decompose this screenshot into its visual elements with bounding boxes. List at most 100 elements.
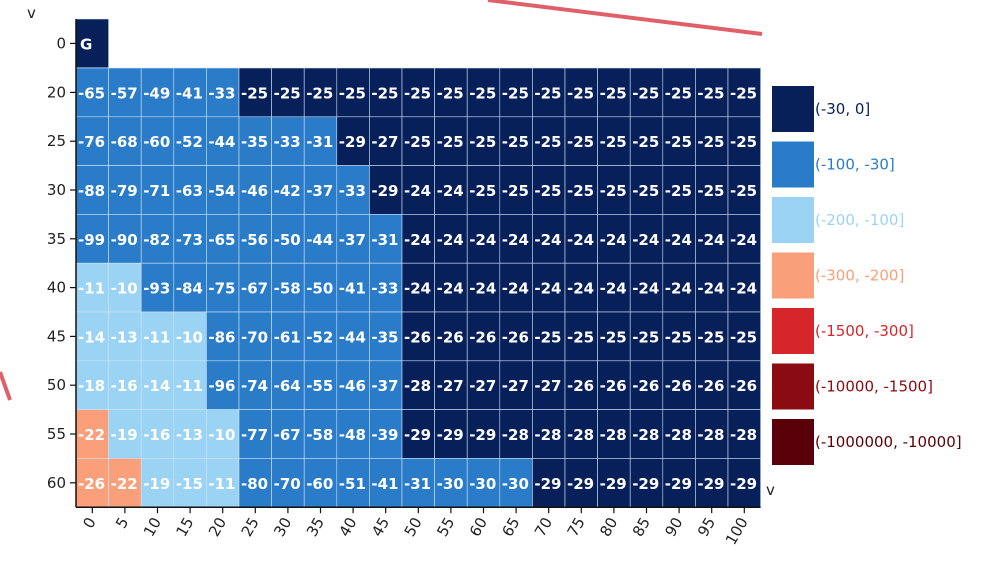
cell-label: -25	[404, 133, 431, 151]
cell-label: -27	[469, 377, 496, 395]
cell-label: -25	[371, 84, 398, 102]
heatmap-cell	[401, 214, 435, 264]
cell-label: -30	[502, 475, 529, 493]
cell-label: -24	[404, 231, 431, 249]
cell-label: -11	[143, 328, 170, 346]
heatmap-cell	[434, 409, 468, 459]
cell-label: -28	[600, 426, 627, 444]
cell-label: -25	[534, 133, 561, 151]
cell-label: -44	[208, 133, 235, 151]
heatmap-cell	[564, 311, 598, 362]
cell-label: -10	[111, 280, 138, 298]
legend-swatch	[772, 419, 814, 465]
heatmap-cell	[695, 311, 729, 362]
cell-label: -29	[371, 182, 398, 200]
x-tick-label: 0	[79, 514, 99, 531]
y-tick-label: 40	[47, 279, 66, 297]
heatmap-cell	[466, 409, 501, 459]
y-tick-label: 25	[47, 132, 66, 150]
heatmap-cell	[629, 262, 664, 313]
heatmap-cell	[434, 214, 468, 264]
heatmap-cell	[662, 67, 696, 118]
x-tick-label: 80	[596, 514, 621, 540]
cell-label: -29	[697, 475, 724, 493]
cell-label: -26	[469, 328, 496, 346]
heatmap-cell	[401, 360, 435, 410]
cell-label: -25	[600, 84, 627, 102]
heatmap-cell	[173, 214, 207, 264]
x-tick-label: 55	[433, 514, 458, 540]
heatmap-cell	[466, 458, 501, 508]
x-tick-label: 85	[629, 514, 654, 540]
legend-label: (-300, -200]	[815, 267, 904, 285]
cell-label: -15	[176, 475, 203, 493]
cell-label: -99	[78, 231, 105, 249]
cell-label: -25	[469, 182, 496, 200]
cell-label: -11	[208, 475, 235, 493]
heatmap-cell	[206, 165, 240, 215]
cell-label: -28	[502, 426, 529, 444]
cell-label: -25	[567, 182, 594, 200]
x-axis-label: v	[766, 481, 775, 499]
heatmap-cell	[108, 165, 142, 215]
heatmap-cell	[75, 409, 109, 459]
x-tick-label: 30	[270, 514, 295, 540]
cell-label: -58	[274, 280, 301, 298]
cell-label: -80	[241, 475, 268, 493]
cell-label: -25	[567, 328, 594, 346]
cell-label: -24	[600, 280, 627, 298]
heatmap-cell	[336, 458, 370, 508]
cell-label: -24	[534, 280, 561, 298]
heatmap-cell	[662, 360, 696, 410]
cell-label: -56	[241, 231, 268, 249]
cell-label: -39	[371, 426, 398, 444]
heatmap-cell	[206, 116, 240, 166]
cell-label: -11	[176, 377, 203, 395]
cell-label: -24	[665, 231, 692, 249]
cell-label: -25	[600, 133, 627, 151]
heatmap-cell	[532, 409, 566, 459]
cell-label: -19	[143, 475, 170, 493]
cell-label: -25	[697, 182, 724, 200]
heatmap-cell	[108, 67, 142, 118]
cell-label: -26	[404, 328, 431, 346]
cell-label: -31	[404, 475, 431, 493]
cell-label: -42	[274, 182, 301, 200]
heatmap-cell	[499, 214, 533, 264]
cell-label: -26	[665, 377, 692, 395]
heatmap-cell	[140, 409, 175, 459]
cell-label: -24	[404, 280, 431, 298]
cell-label: -64	[274, 377, 301, 395]
cell-label: -29	[730, 475, 757, 493]
heatmap-cell	[662, 214, 696, 264]
heatmap-cell	[727, 116, 761, 166]
cell-label: -25	[665, 182, 692, 200]
legend-label: (-30, 0]	[815, 100, 870, 118]
cell-label: -25	[632, 133, 659, 151]
heatmap-cell	[727, 214, 761, 264]
heatmap-cell	[499, 409, 533, 459]
x-tick-label: 60	[466, 514, 491, 540]
cell-label: -26	[567, 377, 594, 395]
heatmap-cell	[564, 409, 598, 459]
heatmap-cell	[401, 165, 435, 215]
cell-label: -96	[208, 377, 235, 395]
heatmap-cell	[532, 311, 566, 362]
heatmap-cell	[140, 360, 175, 410]
cell-label: -52	[306, 328, 333, 346]
legend-swatch	[772, 141, 814, 188]
heatmap-cell	[303, 165, 338, 215]
x-tick-label: 15	[172, 514, 197, 540]
heatmap-cell	[434, 311, 468, 362]
cell-label: -25	[567, 133, 594, 151]
legend-swatch	[772, 252, 814, 299]
cell-label: -51	[339, 475, 366, 493]
cell-label: -65	[208, 231, 235, 249]
heatmap-cell	[336, 311, 370, 362]
heatmap-cell	[662, 262, 696, 313]
cell-label: -29	[600, 475, 627, 493]
cell-label: -25	[469, 84, 496, 102]
heatmap-cell	[369, 262, 403, 313]
heatmap-cell	[108, 214, 142, 264]
cell-label: -26	[632, 377, 659, 395]
